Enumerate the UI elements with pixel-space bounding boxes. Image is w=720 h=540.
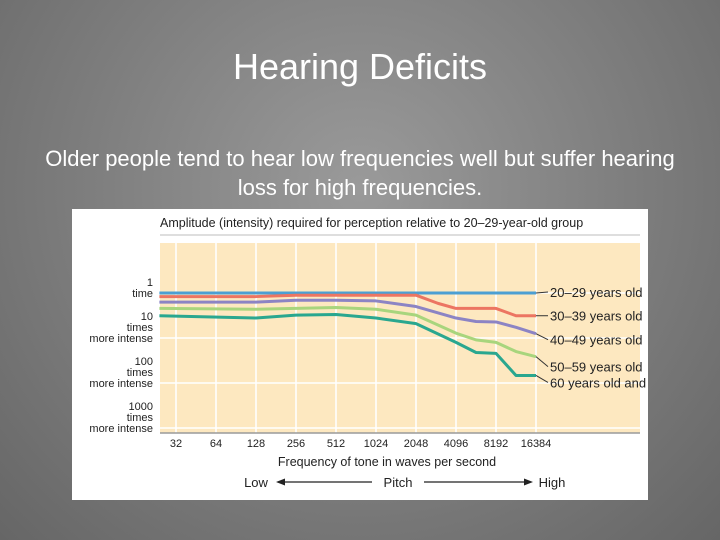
series-label: 60 years old and up xyxy=(550,375,648,390)
chart-title: Amplitude (intensity) required for perce… xyxy=(160,216,583,230)
x-tick-label: 512 xyxy=(327,438,345,450)
y-tick-label: time xyxy=(132,288,153,300)
series-leader xyxy=(535,356,549,368)
slide-body-text: Older people tend to hear low frequencie… xyxy=(45,146,675,200)
pitch-arrowhead-right xyxy=(524,478,533,486)
y-tick-label: more intense xyxy=(89,423,153,435)
y-tick-label: times xyxy=(127,367,154,379)
x-tick-label: 32 xyxy=(170,438,182,450)
x-tick-label: 256 xyxy=(287,438,305,450)
pitch-label: Pitch xyxy=(384,475,413,490)
y-tick-label: more intense xyxy=(89,378,153,390)
x-tick-label: 128 xyxy=(247,438,265,450)
x-tick-labels: 32 64 128 256 512 1024 2048 4096 8192 16384 xyxy=(170,438,551,450)
series-label: 20–29 years old xyxy=(550,285,643,300)
y-tick-label: 100 xyxy=(135,356,153,368)
y-tick-label: 10 xyxy=(141,311,153,323)
series-line xyxy=(159,293,536,318)
x-tick-label: 1024 xyxy=(364,438,388,450)
y-tick-label: more intense xyxy=(89,333,153,345)
x-axis-label: Frequency of tone in waves per second xyxy=(278,455,496,469)
series-leader xyxy=(535,333,549,341)
hearing-chart: Amplitude (intensity) required for perce… xyxy=(72,209,648,500)
x-tick-label: 64 xyxy=(210,438,222,450)
series-label: 40–49 years old xyxy=(550,333,643,348)
series-line xyxy=(159,305,537,359)
pitch-low-label: Low xyxy=(244,475,268,490)
series-label: 30–39 years old xyxy=(550,309,643,324)
series-labels: 20–29 years old 30–39 years old 40–49 year… xyxy=(535,285,648,390)
x-tick-label: 8192 xyxy=(484,438,508,450)
series-lines xyxy=(159,291,537,377)
y-tick-label: 1000 xyxy=(129,401,153,413)
y-tick-label: 1 xyxy=(147,277,153,289)
pitch-high-label: High xyxy=(539,475,566,490)
y-tick-label: times xyxy=(127,412,154,424)
chart-svg: Amplitude (intensity) required for perce… xyxy=(89,216,648,490)
series-line xyxy=(159,298,537,336)
x-tick-label: 2048 xyxy=(404,438,428,450)
pitch-arrowhead-left xyxy=(276,478,285,486)
slide-title: Hearing Deficits xyxy=(232,46,488,87)
y-tick-label: times xyxy=(127,322,154,334)
series-label: 50–59 years old xyxy=(550,360,643,375)
x-tick-label: 16384 xyxy=(521,438,552,450)
series-leader xyxy=(535,375,549,383)
x-tick-label: 4096 xyxy=(444,438,468,450)
series-leader xyxy=(535,291,549,294)
series-line xyxy=(159,312,536,377)
